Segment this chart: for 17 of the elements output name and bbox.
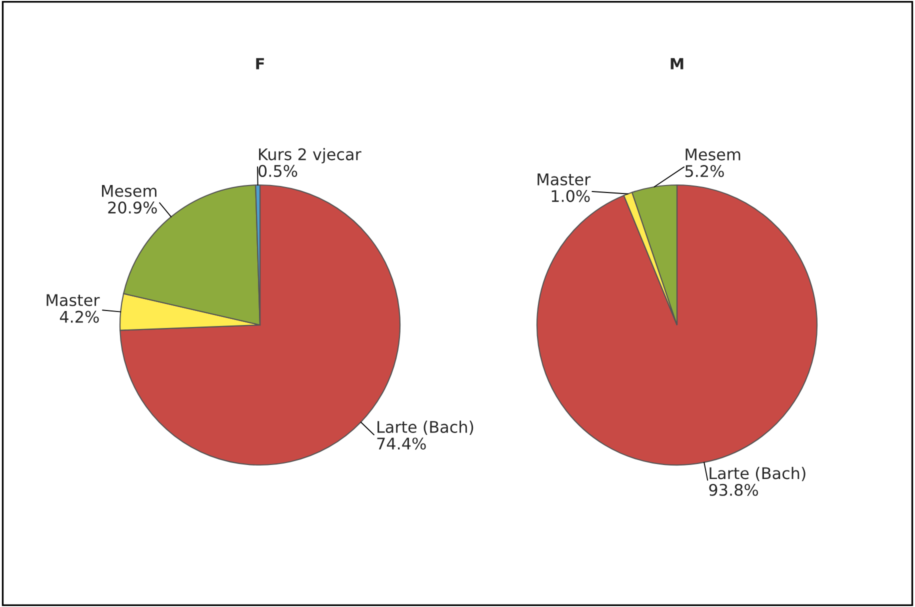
chart-title: F	[256, 58, 264, 70]
slice-label: Larte (Bach)	[378, 420, 474, 435]
data-label: 0.5%	[258, 164, 298, 177]
slice-label: Master	[538, 174, 591, 186]
data-label: 4.2%	[60, 310, 99, 323]
chart-title: M	[670, 58, 684, 70]
slice-label: Master	[46, 294, 100, 306]
data-label: 74.4%	[377, 438, 426, 450]
slice-label: Mesem	[102, 185, 156, 197]
pie-slice	[536, 184, 818, 466]
data-label: 20.9%	[108, 202, 157, 214]
data-label: 5.2%	[685, 165, 724, 178]
slice-label: Mesem	[686, 148, 740, 160]
data-label: 93.8%	[709, 484, 758, 496]
slice-label: Larte (Bach)	[710, 466, 806, 482]
data-label: 1.0%	[552, 190, 590, 202]
slice-label: Kurs 2 vjecar	[259, 148, 362, 164]
